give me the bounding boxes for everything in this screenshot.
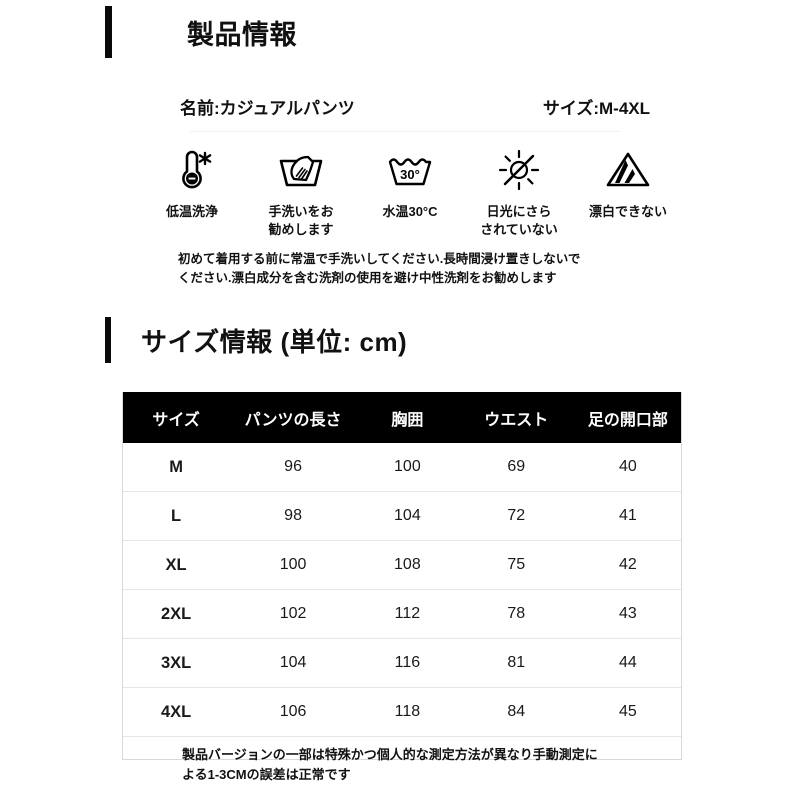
care-item-wash-temperature: 30° 水温30°C (358, 146, 462, 221)
column-header-waist: ウエスト (457, 392, 575, 443)
cell-chest: 100 (356, 443, 458, 492)
table-row: 2XL 102 112 78 43 (123, 589, 681, 639)
cell-waist: 81 (457, 638, 575, 688)
size-table: サイズ パンツの長さ 胸囲 ウエスト 足の開口部 M 96 100 69 40 … (123, 392, 681, 737)
product-info-heading: 製品情報 (105, 6, 297, 58)
cell-chest: 108 (356, 540, 458, 590)
size-table-container: サイズ パンツの長さ 胸囲 ウエスト 足の開口部 M 96 100 69 40 … (122, 392, 682, 760)
size-table-body: M 96 100 69 40 L 98 104 72 41 XL 100 108 (123, 443, 681, 737)
svg-text:30°: 30° (400, 167, 420, 182)
column-header-size: サイズ (123, 392, 230, 443)
cell-leg-opening: 40 (574, 443, 681, 492)
cell-leg-opening: 45 (574, 687, 681, 737)
cell-size: 2XL (123, 589, 230, 639)
cell-pants-length: 96 (229, 443, 357, 492)
care-item-low-temperature-wash: 低温洗浄 (140, 146, 244, 221)
table-row: XL 100 108 75 42 (123, 540, 681, 590)
care-note-text: 初めて着用する前に常温で手洗いしてください.長時間浸け置きしないでください.漂白… (178, 252, 581, 286)
table-row: 4XL 106 118 84 45 (123, 687, 681, 737)
hand-wash-basin-icon (277, 146, 325, 194)
cell-leg-opening: 44 (574, 638, 681, 688)
table-row: M 96 100 69 40 (123, 443, 681, 492)
cell-waist: 69 (457, 443, 575, 492)
cell-chest: 112 (356, 589, 458, 639)
care-item-no-bleach: 漂白できない (576, 146, 680, 221)
cell-size: 3XL (123, 638, 230, 688)
no-bleach-triangle-icon (604, 146, 652, 194)
cell-waist: 72 (457, 491, 575, 541)
cell-chest: 116 (356, 638, 458, 688)
column-header-pants-length: パンツの長さ (229, 392, 357, 443)
cell-size: M (123, 443, 230, 492)
cell-leg-opening: 43 (574, 589, 681, 639)
cell-pants-length: 104 (229, 638, 357, 688)
product-name-size-row: 名前:カジュアルパンツ サイズ:M-4XL (180, 94, 650, 119)
cell-pants-length: 102 (229, 589, 357, 639)
no-sunlight-icon (496, 146, 542, 194)
care-label: 手洗いをお 勧めします (268, 204, 334, 237)
wash-temperature-30-icon: 30° (385, 146, 435, 194)
size-table-head: サイズ パンツの長さ 胸囲 ウエスト 足の開口部 (123, 392, 681, 443)
cell-leg-opening: 41 (574, 491, 681, 541)
size-info-heading: サイズ情報 (単位: cm) (105, 317, 407, 363)
name-row-divider (190, 131, 620, 132)
table-row: 3XL 104 116 81 44 (123, 638, 681, 688)
product-name-value: 名前:カジュアルパンツ (180, 99, 355, 118)
cell-size: L (123, 491, 230, 541)
care-label: 漂白できない (588, 204, 667, 219)
cell-waist: 84 (457, 687, 575, 737)
cell-size: 4XL (123, 687, 230, 737)
product-size-range-value: サイズ:M-4XL (542, 99, 650, 118)
care-item-hand-wash: 手洗いをお 勧めします (249, 146, 353, 238)
cell-size: XL (123, 540, 230, 590)
heading-accent-bar (105, 317, 111, 363)
cell-pants-length: 100 (229, 540, 357, 590)
column-header-chest: 胸囲 (356, 392, 458, 443)
column-header-leg-opening: 足の開口部 (574, 392, 681, 443)
care-label: 水温30°C (382, 204, 438, 219)
measurement-tolerance-note: 製品バージョンの一部は特殊かつ個人的な測定方法が異なり手動測定による1-3CMの… (182, 747, 598, 782)
thermometer-snowflake-icon (171, 146, 213, 194)
heading-accent-bar (105, 6, 112, 58)
size-info-title: サイズ情報 (単位: cm) (141, 326, 408, 357)
cell-pants-length: 98 (229, 491, 357, 541)
cell-waist: 75 (457, 540, 575, 590)
cell-waist: 78 (457, 589, 575, 639)
cell-leg-opening: 42 (574, 540, 681, 590)
care-item-no-sunlight: 日光にさら されていない (467, 146, 571, 238)
cell-chest: 118 (356, 687, 458, 737)
care-label: 日光にさら されていない (480, 204, 558, 237)
care-label: 低温洗浄 (165, 204, 218, 219)
cell-chest: 104 (356, 491, 458, 541)
cell-pants-length: 106 (229, 687, 357, 737)
care-instructions-row: 低温洗浄 手洗いをお 勧めします 30° (140, 146, 680, 238)
product-info-title: 製品情報 (187, 19, 297, 50)
table-row: L 98 104 72 41 (123, 491, 681, 541)
table-header-row: サイズ パンツの長さ 胸囲 ウエスト 足の開口部 (123, 392, 681, 443)
